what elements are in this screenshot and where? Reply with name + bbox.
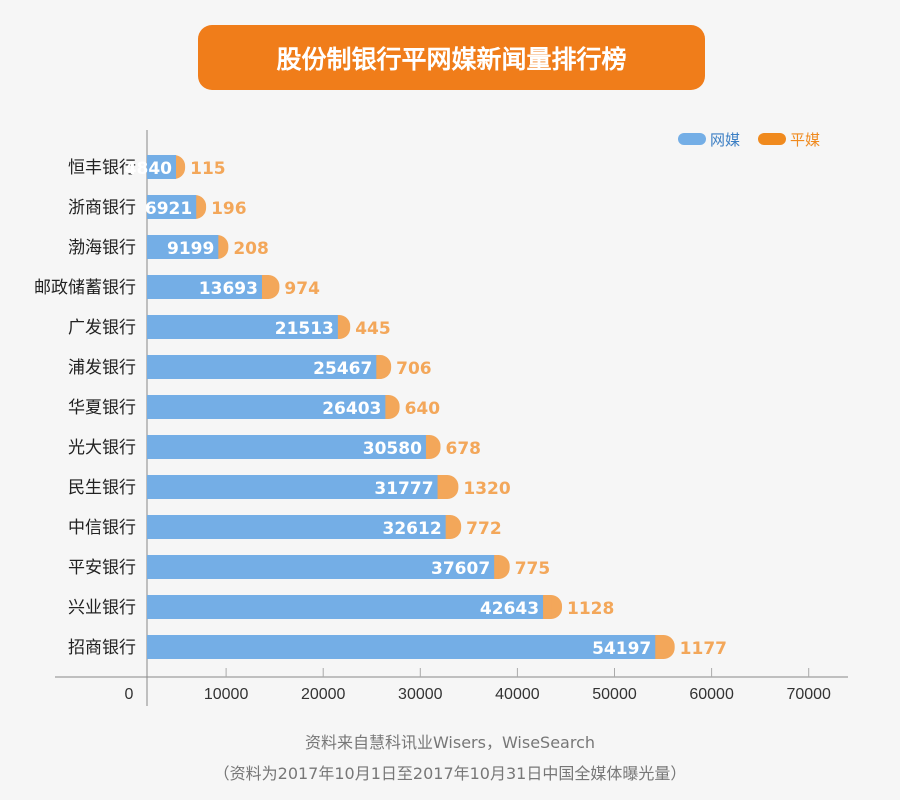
bar-wangmei xyxy=(147,555,495,579)
value-label-pingmei: 445 xyxy=(355,319,391,339)
value-label-wangmei: 31777 xyxy=(374,479,433,499)
category-label: 中信银行 xyxy=(68,518,136,538)
bar-wangmei xyxy=(147,595,544,619)
value-label-wangmei: 37607 xyxy=(431,559,490,579)
bar-wangmei xyxy=(147,195,197,219)
category-label: 招商银行 xyxy=(68,638,136,658)
x-tick-label: 50000 xyxy=(592,686,637,703)
bar-wangmei xyxy=(147,435,426,459)
value-label-wangmei: 21513 xyxy=(275,319,334,339)
category-label: 光大银行 xyxy=(68,438,136,458)
category-label: 民生银行 xyxy=(68,478,136,498)
value-label-wangmei: 9199 xyxy=(167,239,214,259)
value-label-pingmei: 706 xyxy=(396,359,432,379)
source-text: 资料来自慧科讯业Wisers，WiseSearch xyxy=(304,733,596,752)
x-tick-label: 70000 xyxy=(786,686,831,703)
chart-title: 股份制银行平网媒新闻量排行榜 xyxy=(198,25,705,90)
legend-label-pingmei: 平媒 xyxy=(790,131,820,149)
value-label-pingmei: 678 xyxy=(446,439,482,459)
value-label-wangmei: 26403 xyxy=(322,399,381,419)
category-label: 浙商银行 xyxy=(68,198,136,218)
category-label: 渤海银行 xyxy=(68,238,136,258)
category-label: 华夏银行 xyxy=(68,398,136,418)
bar-wangmei xyxy=(147,635,656,659)
x-tick-label: 10000 xyxy=(204,686,249,703)
x-tick-label: 20000 xyxy=(301,686,346,703)
value-label-wangmei: 13693 xyxy=(199,279,258,299)
value-label-wangmei: 6921 xyxy=(145,199,192,219)
value-label-pingmei: 1320 xyxy=(463,479,510,499)
value-label-wangmei: 4840 xyxy=(125,159,172,179)
bar-wangmei xyxy=(147,155,176,179)
note-text: （资料为2017年10月1日至2017年10月31日中国全媒体曝光量） xyxy=(213,764,687,783)
category-label: 恒丰银行 xyxy=(68,158,136,178)
bar-chart: 0 10000 20000 30000 40000 50000 60000 70000 恒丰银行… xyxy=(34,130,848,706)
x-tick-label: 0 xyxy=(125,686,134,703)
value-label-wangmei: 30580 xyxy=(363,439,422,459)
category-label: 广发银行 xyxy=(68,318,136,338)
category-label: 邮政储蓄银行 xyxy=(34,278,136,298)
bar-wangmei xyxy=(147,395,386,419)
value-label-wangmei: 32612 xyxy=(383,519,442,539)
bar-wangmei xyxy=(147,475,438,499)
value-label-pingmei: 974 xyxy=(284,279,320,299)
x-tick-label: 40000 xyxy=(495,686,540,703)
value-label-pingmei: 640 xyxy=(405,399,441,419)
category-label: 浦发银行 xyxy=(68,358,136,378)
value-label-pingmei: 208 xyxy=(233,239,269,259)
category-label: 平安银行 xyxy=(68,558,136,578)
bar-wangmei xyxy=(147,235,219,259)
value-label-wangmei: 25467 xyxy=(313,359,372,379)
legend-swatch-wangmei xyxy=(678,133,706,145)
bar-wangmei xyxy=(147,355,377,379)
bar-wangmei xyxy=(147,275,262,299)
value-label-pingmei: 115 xyxy=(190,159,226,179)
value-label-pingmei: 196 xyxy=(211,199,247,219)
x-tick-label: 60000 xyxy=(689,686,734,703)
value-label-pingmei: 1128 xyxy=(567,599,614,619)
category-label: 兴业银行 xyxy=(68,598,136,618)
legend-label-wangmei: 网媒 xyxy=(710,131,740,149)
bar-wangmei xyxy=(147,515,446,539)
value-label-wangmei: 42643 xyxy=(480,599,539,619)
value-label-pingmei: 775 xyxy=(515,559,551,579)
value-label-wangmei: 54197 xyxy=(592,639,651,659)
value-label-pingmei: 772 xyxy=(466,519,502,539)
bar-wangmei xyxy=(147,315,338,339)
x-tick-label: 30000 xyxy=(398,686,443,703)
legend-swatch-pingmei xyxy=(758,133,786,145)
value-label-pingmei: 1177 xyxy=(680,639,727,659)
